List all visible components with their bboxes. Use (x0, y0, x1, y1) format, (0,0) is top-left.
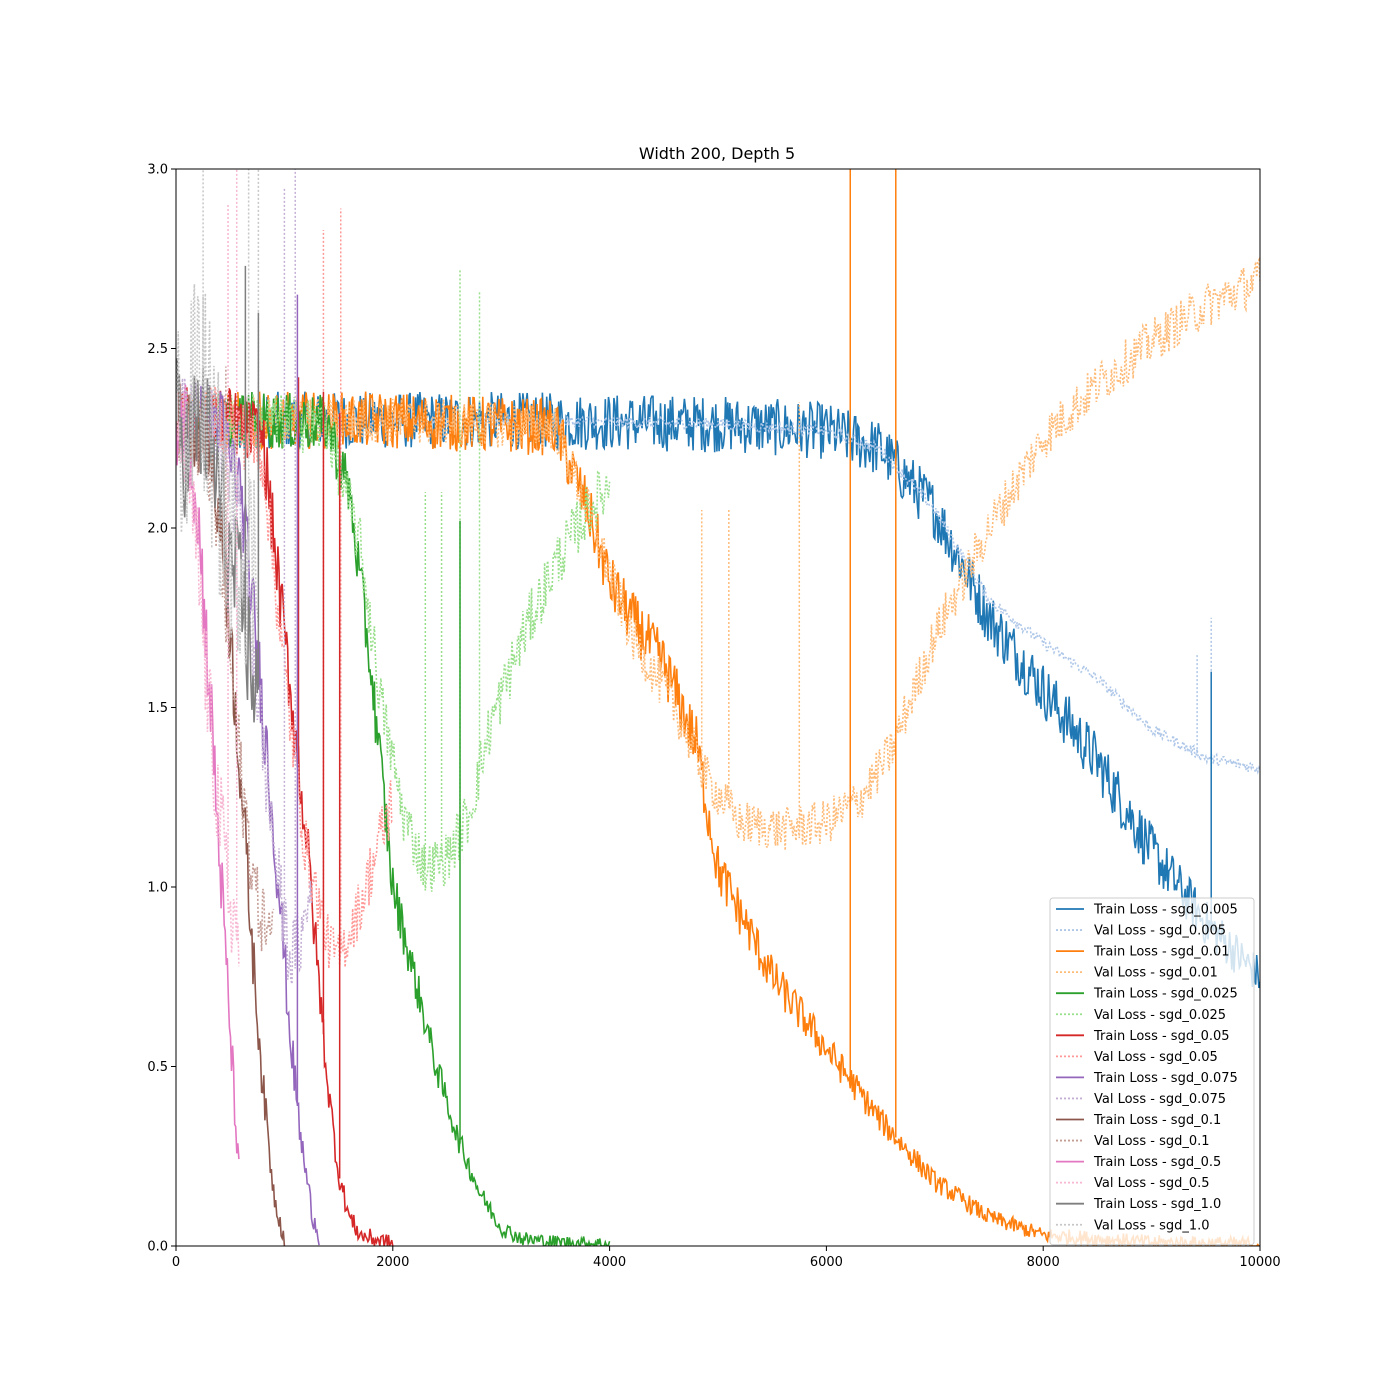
x-tick-label: 6000 (810, 1255, 843, 1270)
series-line-0 (176, 391, 1260, 989)
x-tick-label: 10000 (1239, 1255, 1280, 1270)
legend-label: Train Loss - sgd_0.005 (1093, 903, 1238, 918)
legend-label: Train Loss - sgd_0.01 (1093, 945, 1230, 960)
y-tick-label: 0.5 (147, 1060, 168, 1075)
legend-label: Val Loss - sgd_0.005 (1094, 924, 1226, 939)
series-line-10 (176, 385, 286, 1246)
x-tick-label: 0 (172, 1255, 180, 1270)
legend-label: Train Loss - sgd_0.1 (1093, 1113, 1221, 1128)
legend-label: Train Loss - sgd_0.05 (1093, 1029, 1230, 1044)
legend-label: Train Loss - sgd_0.5 (1093, 1155, 1221, 1170)
legend-label: Val Loss - sgd_0.1 (1094, 1134, 1210, 1149)
legend-label: Val Loss - sgd_0.05 (1094, 1050, 1218, 1065)
y-tick-label: 2.5 (147, 342, 168, 357)
legend-label: Val Loss - sgd_0.01 (1094, 966, 1218, 981)
legend-label: Val Loss - sgd_0.075 (1094, 1092, 1226, 1107)
legend-label: Val Loss - sgd_0.025 (1094, 1008, 1226, 1023)
y-tick-label: 3.0 (147, 163, 168, 178)
series-line-1 (176, 412, 1260, 776)
series-line-13 (176, 373, 240, 967)
y-tick-label: 0.0 (147, 1240, 168, 1255)
series-line-3 (176, 256, 1260, 851)
legend-label: Train Loss - sgd_1.0 (1093, 1197, 1221, 1212)
y-tick-label: 2.0 (147, 522, 168, 537)
legend-label: Val Loss - sgd_0.5 (1094, 1176, 1210, 1191)
legend: Train Loss - sgd_0.005 Val Loss - sgd_0.0… (1049, 897, 1255, 1246)
y-axis: 0.0 0.5 1.0 1.5 2.0 2.5 3.0 (147, 163, 176, 1255)
legend-label: Val Loss - sgd_1.0 (1094, 1218, 1210, 1233)
legend-label: Train Loss - sgd_0.025 (1093, 987, 1238, 1002)
legend-label: Train Loss - sgd_0.075 (1093, 1071, 1238, 1086)
y-tick-label: 1.0 (147, 881, 168, 896)
y-tick-label: 1.5 (147, 701, 168, 716)
x-tick-label: 2000 (376, 1255, 409, 1270)
x-tick-label: 4000 (593, 1255, 626, 1270)
x-axis: 0 2000 4000 6000 8000 10000 (172, 1246, 1281, 1270)
legend-box (1049, 897, 1255, 1246)
x-tick-label: 8000 (1027, 1255, 1060, 1270)
chart-title: Width 200, Depth 5 (639, 144, 795, 163)
